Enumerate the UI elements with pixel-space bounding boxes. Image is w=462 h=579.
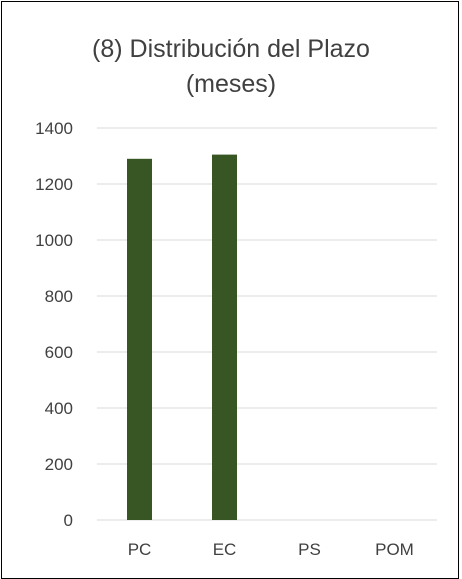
gridlines: [97, 127, 437, 521]
x-axis-tick-labels: PC EC PS POM: [128, 540, 414, 559]
y-tick-label-800: 800: [45, 287, 73, 306]
chart-title-line-2: (meses): [185, 70, 277, 98]
x-tick-label-pc: PC: [128, 540, 152, 559]
bar-pc: [127, 158, 152, 521]
y-tick-label-400: 400: [45, 399, 73, 418]
x-tick-label-ec: EC: [213, 540, 237, 559]
y-tick-label-0: 0: [64, 511, 73, 530]
bars: [127, 154, 237, 521]
y-tick-label-200: 200: [45, 455, 73, 474]
y-tick-label-1400: 1400: [35, 119, 73, 138]
y-tick-label-1000: 1000: [35, 231, 73, 250]
x-tick-label-ps: PS: [298, 540, 321, 559]
y-tick-label-600: 600: [45, 343, 73, 362]
chart-title-line-1: (8) Distribución del Plazo: [92, 35, 370, 63]
x-tick-label-pom: POM: [375, 540, 414, 559]
y-axis-tick-labels: 0 200 400 600 800 1000 1200 1400: [35, 119, 73, 530]
bar-ec: [212, 154, 237, 520]
y-tick-label-1200: 1200: [35, 175, 73, 194]
